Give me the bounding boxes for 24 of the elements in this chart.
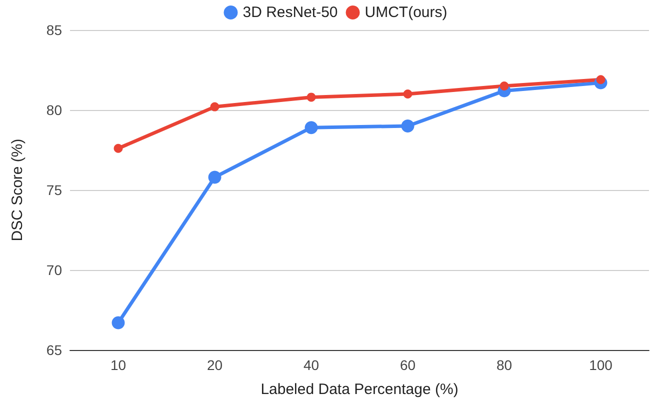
- x-tick-label: 20: [206, 357, 223, 373]
- point: [304, 121, 318, 134]
- x-tick-label: 10: [110, 357, 126, 373]
- y-tick-label: 70: [46, 262, 62, 278]
- legend-label: 3D ResNet-50: [242, 4, 338, 21]
- x-tick-label: 40: [303, 357, 320, 373]
- y-tick-label: 75: [46, 182, 62, 198]
- y-axis-title: DSC Score (%): [9, 138, 26, 242]
- point: [401, 120, 414, 132]
- y-tick-label: 80: [46, 102, 62, 118]
- x-tick-label: 100: [589, 357, 613, 373]
- point: [210, 102, 220, 112]
- x-axis-title: Labeled Data Percentage (%): [260, 381, 458, 398]
- point: [114, 144, 123, 153]
- y-tick-label: 65: [46, 342, 62, 358]
- legend-label: UMCT(ours): [364, 4, 448, 21]
- point: [306, 92, 316, 102]
- point: [403, 90, 412, 98]
- point: [500, 82, 509, 90]
- y-tick-label: 85: [46, 22, 62, 38]
- point: [208, 170, 222, 184]
- x-tick-label: 60: [400, 357, 416, 373]
- point: [112, 316, 125, 330]
- x-tick-label: 80: [496, 357, 512, 373]
